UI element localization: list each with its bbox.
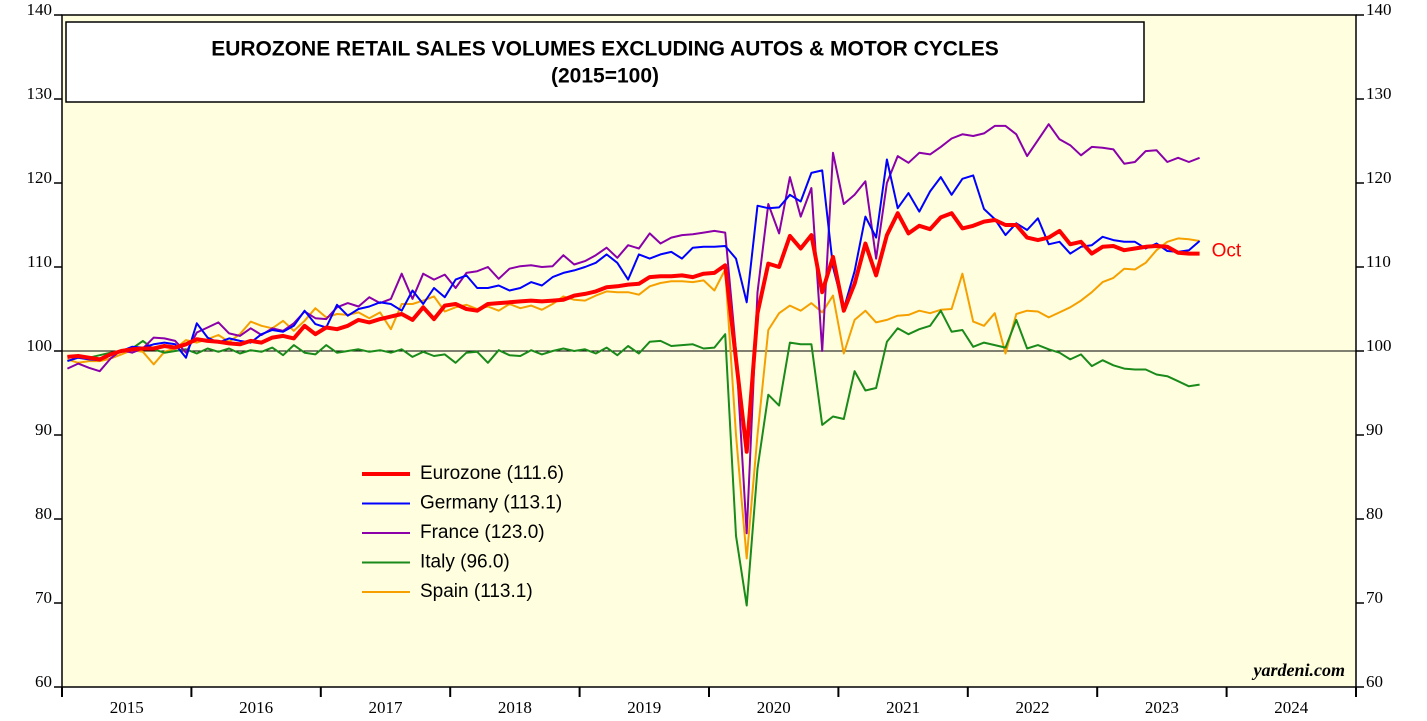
y2-tick-label: 100 xyxy=(1366,336,1392,355)
y-tick-label: 60 xyxy=(35,672,52,691)
y-tick-label: 120 xyxy=(27,168,53,187)
x-tick-label: 2024 xyxy=(1274,698,1309,717)
series-line xyxy=(67,158,1201,363)
legend-label: Italy (96.0) xyxy=(420,552,510,573)
annotation: Oct xyxy=(1212,241,1242,262)
y2-tick-label: 130 xyxy=(1366,84,1392,103)
y2-tick-label: 140 xyxy=(1366,0,1392,19)
series-line xyxy=(67,309,1200,607)
series-line xyxy=(67,211,1200,454)
y-tick-label: 110 xyxy=(27,252,52,271)
chart-subtitle: (2015=100) xyxy=(551,65,659,88)
legend-label: Eurozone (111.6) xyxy=(420,463,564,484)
y2-tick-label: 110 xyxy=(1366,252,1391,271)
y2-tick-label: 90 xyxy=(1366,420,1383,439)
y2-tick-label: 120 xyxy=(1366,168,1392,187)
title-box xyxy=(65,21,1145,103)
x-tick-label: 2017 xyxy=(369,698,404,717)
x-tick-label: 2016 xyxy=(239,698,273,717)
y-tick-label: 130 xyxy=(27,84,53,103)
legend-label: France (123.0) xyxy=(420,522,545,543)
y2-tick-label: 60 xyxy=(1366,672,1383,691)
y-tick-label: 100 xyxy=(27,336,53,355)
legend-label: Spain (113.1) xyxy=(420,581,533,602)
x-tick-label: 2020 xyxy=(757,698,791,717)
y-tick-label: 140 xyxy=(27,0,53,19)
y2-tick-label: 70 xyxy=(1366,588,1383,607)
y-tick-label: 70 xyxy=(35,588,52,607)
chart-title: EUROZONE RETAIL SALES VOLUMES EXCLUDING … xyxy=(211,38,999,61)
source: yardeni.com xyxy=(1252,660,1346,680)
x-tick-label: 2023 xyxy=(1145,698,1179,717)
legend-label: Germany (113.1) xyxy=(420,493,562,514)
x-tick-label: 2015 xyxy=(110,698,144,717)
x-tick-label: 2021 xyxy=(886,698,920,717)
x-tick-label: 2018 xyxy=(498,698,532,717)
x-tick-label: 2022 xyxy=(1016,698,1050,717)
y-tick-label: 80 xyxy=(35,504,52,523)
series-line xyxy=(66,123,1200,535)
x-tick-label: 2019 xyxy=(627,698,661,717)
y-tick-label: 90 xyxy=(35,420,52,439)
y2-tick-label: 80 xyxy=(1366,504,1383,523)
